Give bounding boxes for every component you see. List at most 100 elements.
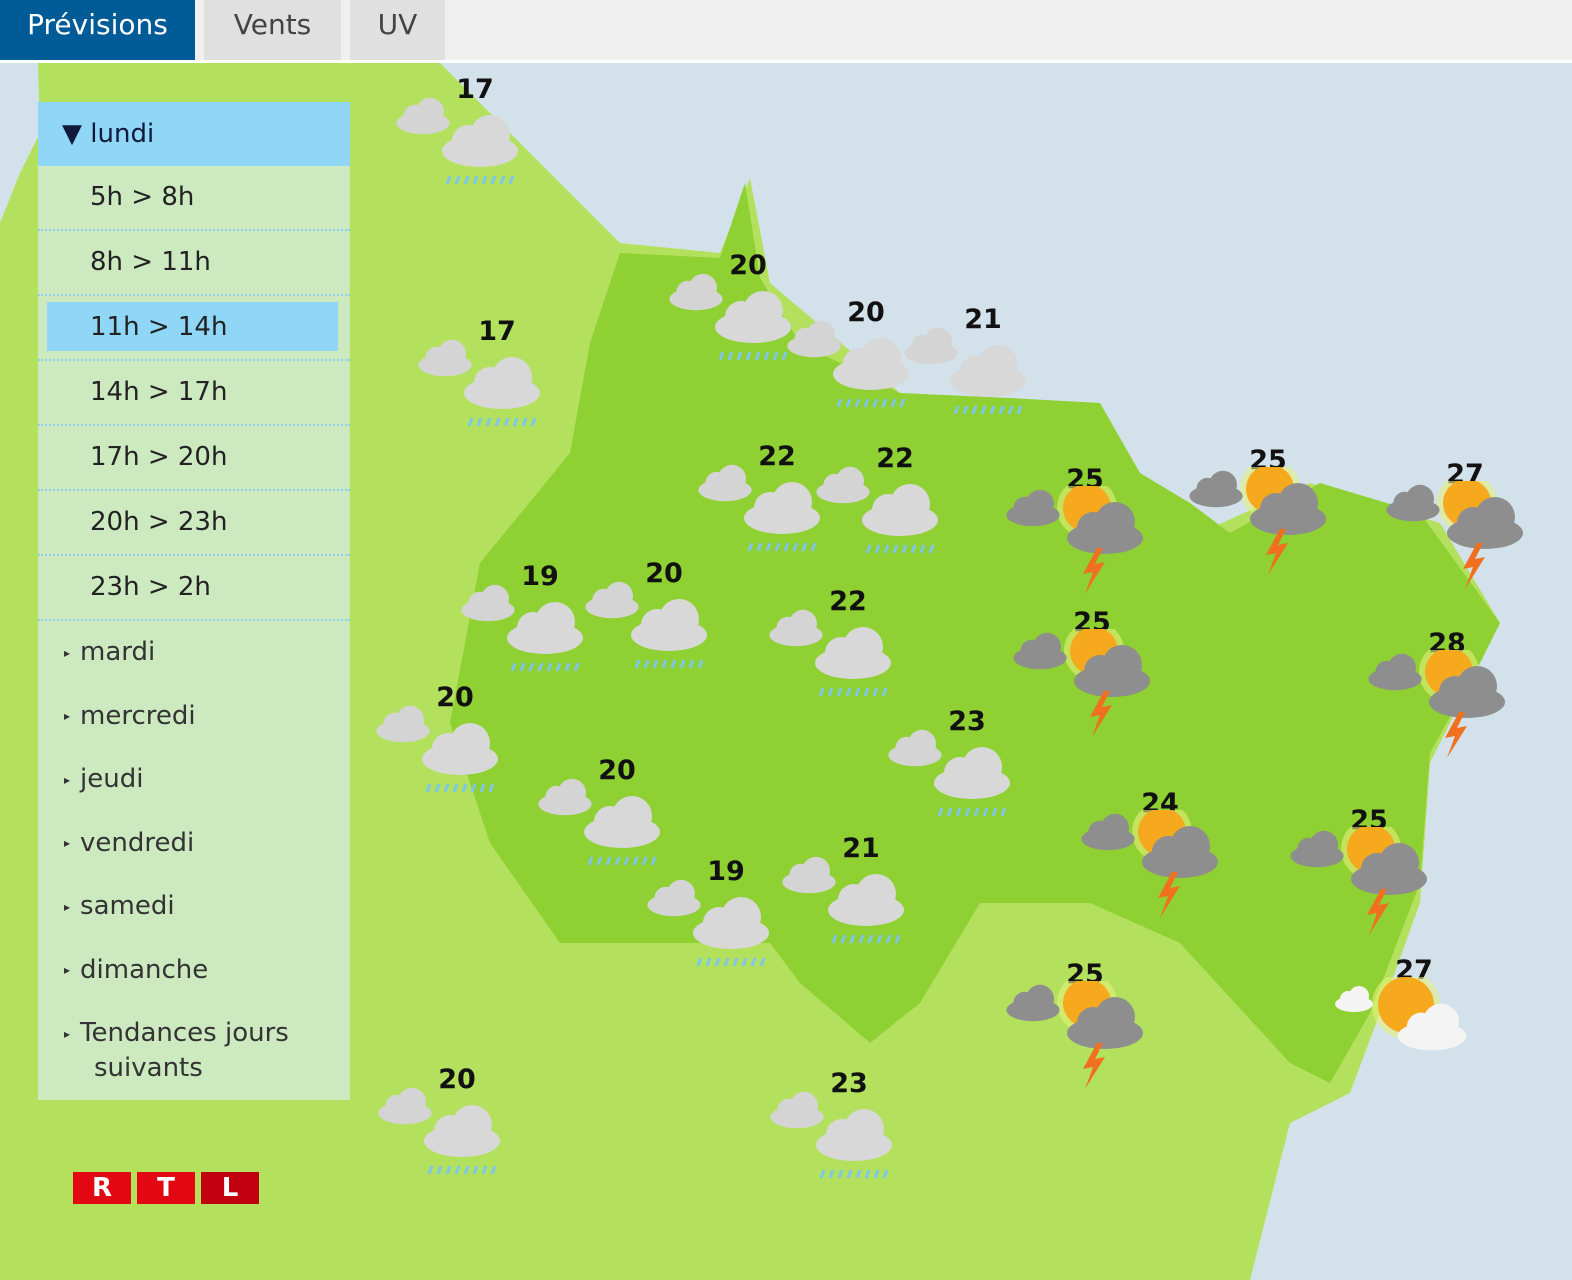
sun-cloud-icon (1335, 977, 1467, 1051)
rain-cloud-icon (585, 581, 707, 669)
rain-icon (461, 584, 583, 672)
rain-cloud-icon (538, 778, 660, 866)
day-jeudi[interactable]: ▸ jeudi (64, 764, 144, 794)
temperature-label: 23 (830, 1068, 868, 1099)
storm-icon (1006, 486, 1143, 594)
time-slot[interactable]: 14h > 17h (38, 361, 350, 426)
thunderstorm-icon (1386, 481, 1523, 589)
temperature-label: 19 (707, 856, 745, 887)
tab-previsions[interactable]: Prévisions (0, 0, 195, 60)
tab-bar: Prévisions Vents UV (0, 0, 1572, 63)
weather-map[interactable] (0, 63, 1572, 1280)
temperature-label: 21 (964, 304, 1002, 335)
rain-icon (770, 1091, 892, 1179)
rain-icon (538, 778, 660, 866)
temperature-label: 20 (847, 297, 885, 328)
temperature-label: 20 (729, 250, 767, 281)
temperature-label: 20 (598, 755, 636, 786)
day-samedi[interactable]: ▸ samedi (64, 891, 175, 921)
rain-icon (888, 729, 1010, 817)
rain-cloud-icon (378, 1087, 500, 1175)
temperature-label: 17 (456, 74, 494, 105)
rain-cloud-icon (770, 1091, 892, 1179)
time-slot[interactable]: 23h > 2h (38, 556, 350, 621)
rain-cloud-icon (418, 339, 540, 427)
rain-icon (378, 1087, 500, 1175)
storm-icon (1290, 827, 1427, 935)
rain-cloud-icon (669, 273, 791, 361)
temperature-label: 17 (478, 316, 516, 347)
thunderstorm-icon (1189, 467, 1326, 575)
temperature-label: 22 (758, 441, 796, 472)
temperature-label: 22 (829, 586, 867, 617)
thunderstorm-icon (1006, 486, 1143, 594)
rain-icon (816, 466, 938, 554)
triangle-right-icon: ▸ (64, 899, 71, 914)
storm-icon (1189, 467, 1326, 575)
temperature-label: 20 (645, 558, 683, 589)
tab-uv[interactable]: UV (350, 0, 445, 60)
tab-vents[interactable]: Vents (204, 0, 341, 60)
sun-cloud-icon (1335, 977, 1467, 1051)
rain-icon (669, 273, 791, 361)
time-panel: ▼ lundi 5h > 8h 8h > 11h 11h > 14h 14h > 17… (38, 102, 350, 1100)
storm-icon (1368, 650, 1505, 758)
rain-icon (787, 320, 909, 408)
temperature-label: 20 (438, 1064, 476, 1095)
day-trends[interactable]: ▸ Tendances jours suivants (64, 1018, 289, 1083)
day-lundi[interactable]: ▼ lundi (38, 102, 350, 166)
storm-icon (1386, 481, 1523, 589)
time-slot[interactable]: 20h > 23h (38, 491, 350, 556)
time-slot[interactable]: 11h > 14h (38, 296, 350, 361)
day-dimanche[interactable]: ▸ dimanche (64, 954, 209, 985)
rain-cloud-icon (782, 856, 904, 944)
rain-cloud-icon (787, 320, 909, 408)
temperature-label: 19 (521, 561, 559, 592)
time-slot[interactable]: 8h > 11h (38, 231, 350, 296)
triangle-right-icon: ▸ (64, 1026, 71, 1041)
storm-icon (1081, 810, 1218, 918)
rain-icon (782, 856, 904, 944)
triangle-right-icon: ▸ (64, 836, 71, 850)
day-vendredi[interactable]: ▸ vendredi (64, 827, 195, 858)
thunderstorm-icon (1013, 629, 1150, 737)
region (450, 183, 1500, 1083)
temperature-label: 22 (876, 443, 914, 474)
thunderstorm-icon (1081, 810, 1218, 918)
thunderstorm-icon (1006, 981, 1143, 1089)
rain-cloud-icon (769, 609, 891, 697)
triangle-right-icon: ▸ (64, 709, 71, 723)
rain-cloud-icon (904, 327, 1026, 415)
thunderstorm-icon (1368, 650, 1505, 758)
triangle-right-icon: ▸ (64, 772, 71, 787)
temperature-label: 23 (948, 706, 986, 737)
rain-cloud-icon (698, 464, 820, 552)
rain-cloud-icon (376, 705, 498, 793)
triangle-down-icon: ▼ (62, 119, 82, 149)
rain-icon (904, 327, 1026, 415)
rain-cloud-icon (816, 466, 938, 554)
storm-icon (1006, 981, 1143, 1089)
time-slot[interactable]: 17h > 20h (38, 426, 350, 491)
triangle-right-icon: ▸ (64, 645, 71, 660)
rain-icon (418, 339, 540, 427)
time-slot[interactable]: 5h > 8h (38, 166, 350, 231)
rain-icon (647, 879, 769, 967)
rain-icon (698, 464, 820, 552)
thunderstorm-icon (1290, 827, 1427, 935)
day-mardi[interactable]: ▸ mardi (64, 637, 156, 667)
rain-cloud-icon (888, 729, 1010, 817)
rain-cloud-icon (647, 879, 769, 967)
rain-icon (376, 705, 498, 793)
rain-icon (585, 581, 707, 669)
storm-icon (1013, 629, 1150, 737)
temperature-label: 21 (842, 833, 880, 864)
triangle-right-icon: ▸ (64, 963, 71, 977)
rain-icon (396, 97, 518, 185)
rain-cloud-icon (396, 97, 518, 185)
day-mercredi[interactable]: ▸ mercredi (64, 700, 196, 731)
rain-icon (769, 609, 891, 697)
temperature-label: 20 (436, 682, 474, 713)
rain-cloud-icon (461, 584, 583, 672)
